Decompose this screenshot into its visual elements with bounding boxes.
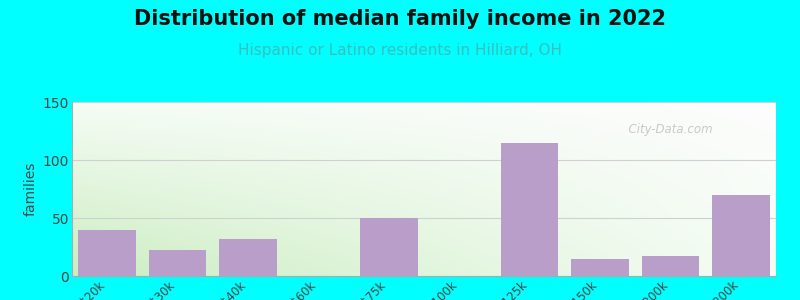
Bar	[642, 256, 699, 276]
Bar	[712, 195, 770, 276]
Bar	[219, 239, 277, 276]
Bar	[501, 142, 558, 276]
Text: Hispanic or Latino residents in Hilliard, OH: Hispanic or Latino residents in Hilliard…	[238, 44, 562, 59]
Text: Distribution of median family income in 2022: Distribution of median family income in …	[134, 9, 666, 29]
Bar	[78, 230, 136, 276]
Y-axis label: families: families	[23, 162, 38, 216]
Bar	[571, 259, 629, 276]
Bar	[360, 218, 418, 276]
Text: City-Data.com: City-Data.com	[621, 123, 713, 136]
Bar	[149, 250, 206, 276]
